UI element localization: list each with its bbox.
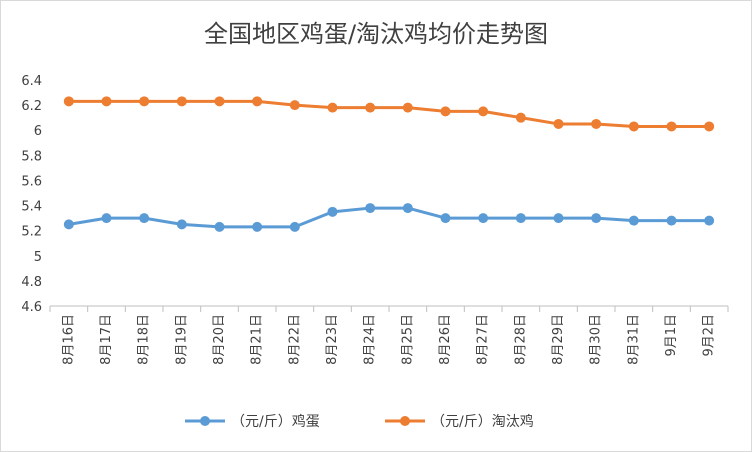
series-group <box>63 96 715 232</box>
y-tick-label: 5.4 <box>21 200 42 215</box>
data-point <box>63 219 74 230</box>
data-point <box>591 118 602 129</box>
legend-point-marker <box>400 416 410 426</box>
data-point <box>628 215 639 226</box>
data-point <box>176 96 187 107</box>
y-tick-label: 4.8 <box>21 275 42 290</box>
x-tick-label: 8月19日 <box>174 314 189 365</box>
x-tick-label: 8月26日 <box>438 314 453 365</box>
y-tick-label: 6.2 <box>21 99 42 114</box>
x-axis: 8月16日 8月17日 8月18日 8月19日 8月20日 8月21日 8月22日 8月23日… <box>49 305 729 365</box>
legend: （元/斤）鸡蛋 （元/斤）淘汰鸡 <box>185 413 534 430</box>
x-tick-label: 8月23日 <box>325 314 340 365</box>
x-tick-label: 8月29日 <box>551 314 566 365</box>
series-2 <box>63 96 715 132</box>
data-point <box>704 121 715 132</box>
data-point <box>553 213 564 224</box>
data-point <box>327 102 338 113</box>
data-point <box>591 213 602 224</box>
x-tick-label: 9月2日 <box>702 314 717 357</box>
legend-label: （元/斤）鸡蛋 <box>231 413 320 430</box>
legend-point-marker <box>200 416 210 426</box>
data-point <box>214 221 225 232</box>
data-point <box>289 221 300 232</box>
data-point <box>515 112 526 123</box>
data-point <box>628 121 639 132</box>
x-tick-label: 8月20日 <box>212 314 227 365</box>
data-point <box>289 100 300 111</box>
data-point <box>101 213 112 224</box>
data-point <box>139 213 150 224</box>
y-tick-label: 6.4 <box>21 74 42 89</box>
y-tick-label: 6 <box>34 124 42 139</box>
x-tick-label: 9月1日 <box>664 314 679 357</box>
x-tick-label: 8月16日 <box>61 314 76 365</box>
data-point <box>402 102 413 113</box>
series-line <box>68 206 710 229</box>
chart-title: 全国地区鸡蛋/淘汰鸡均价走势图 <box>203 20 549 48</box>
data-point <box>214 96 225 107</box>
data-point <box>553 118 564 129</box>
y-tick-label: 5 <box>34 250 42 265</box>
y-axis: 4.6 4.8 5 5.2 5.4 5.6 5.8 6 6.2 6.4 <box>21 74 42 315</box>
data-point <box>365 203 376 214</box>
data-point <box>327 206 338 217</box>
data-point <box>101 96 112 107</box>
data-point <box>704 215 715 226</box>
y-tick-label: 5.6 <box>21 174 42 189</box>
x-tick-label: 8月31日 <box>626 314 641 365</box>
x-tick-label: 8月24日 <box>363 314 378 365</box>
data-point <box>252 96 263 107</box>
x-tick-label: 8月27日 <box>476 314 491 365</box>
data-point <box>440 106 451 117</box>
data-point <box>63 96 74 107</box>
y-tick-label: 4.6 <box>21 300 42 315</box>
x-tick-label: 8月21日 <box>250 314 265 365</box>
data-point <box>666 121 677 132</box>
data-point <box>402 203 413 214</box>
x-tick-label: 8月17日 <box>99 314 114 365</box>
x-tick-label: 8月30日 <box>589 314 604 365</box>
y-tick-label: 5.8 <box>21 149 42 164</box>
data-point <box>478 106 489 117</box>
x-tick-label: 8月28日 <box>513 314 528 365</box>
data-point <box>440 213 451 224</box>
y-tick-label: 5.2 <box>21 225 42 240</box>
data-point <box>176 219 187 230</box>
data-point <box>365 102 376 113</box>
series-line <box>68 99 710 128</box>
x-tick-label: 8月18日 <box>137 314 152 365</box>
x-tick-label: 8月22日 <box>287 314 302 365</box>
x-tick-label: 8月25日 <box>400 314 415 365</box>
data-point <box>515 213 526 224</box>
series-1 <box>63 203 715 232</box>
data-point <box>139 96 150 107</box>
legend-label: （元/斤）淘汰鸡 <box>431 413 534 430</box>
data-point <box>666 215 677 226</box>
data-point <box>478 213 489 224</box>
data-point <box>252 221 263 232</box>
